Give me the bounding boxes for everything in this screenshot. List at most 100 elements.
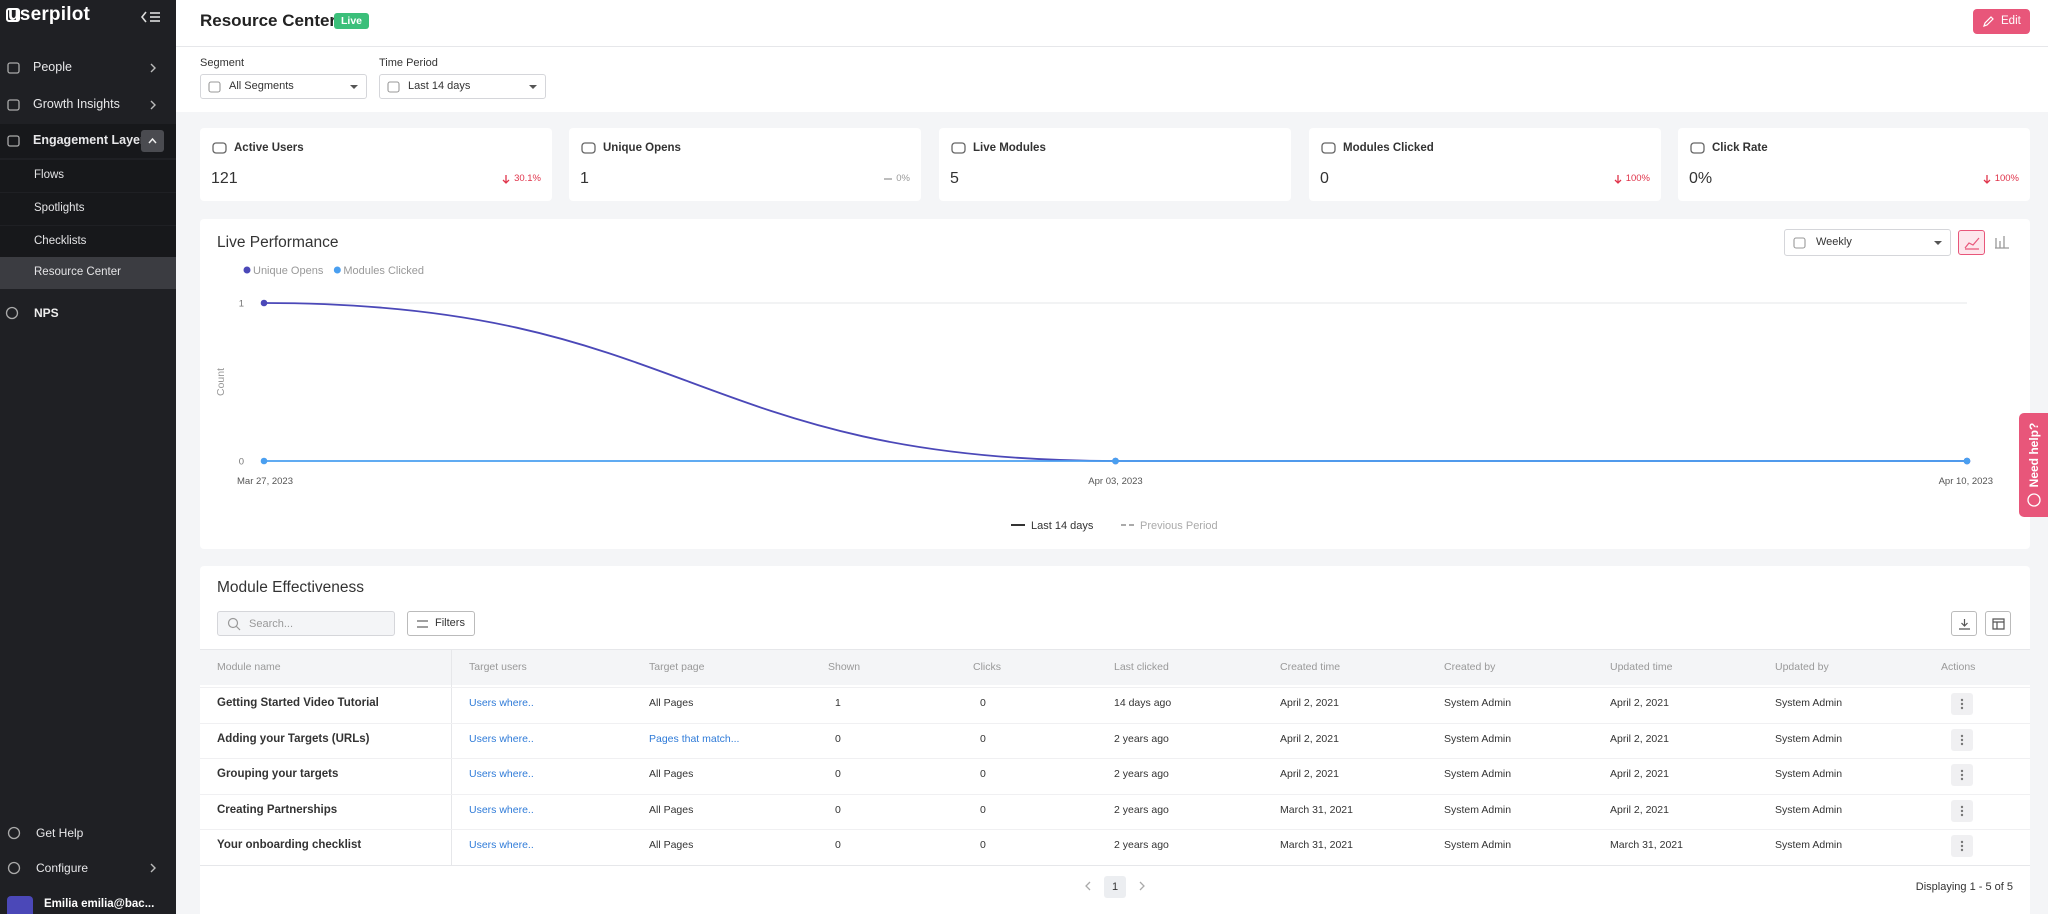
kpi-value: 0% bbox=[1689, 170, 1713, 187]
bar-view-button[interactable] bbox=[1988, 230, 2015, 255]
actions-button[interactable] bbox=[1951, 729, 1973, 751]
filters-button[interactable]: Filters bbox=[407, 611, 475, 636]
kpi-value: 0 bbox=[1320, 170, 1329, 187]
download-button[interactable] bbox=[1951, 611, 1977, 636]
column-header: Target users bbox=[469, 661, 527, 673]
table-cell: April 2, 2021 bbox=[1280, 768, 1339, 780]
nav-icon bbox=[7, 99, 20, 111]
table-cell: 0 bbox=[980, 697, 986, 709]
subnav-item[interactable]: Checklists bbox=[0, 226, 176, 258]
line-view-button[interactable] bbox=[1958, 230, 1985, 255]
page-number[interactable]: 1 bbox=[1104, 876, 1126, 898]
button-icon-shape bbox=[1959, 619, 1970, 630]
chevron-right bbox=[150, 863, 156, 873]
chart-title: Live Performance bbox=[217, 234, 339, 251]
nav-icon-shape bbox=[7, 135, 20, 147]
footer-item[interactable]: Get Help bbox=[0, 817, 176, 849]
nav-item[interactable]: NPS bbox=[0, 296, 176, 330]
nav-icon bbox=[7, 62, 20, 74]
footer-label: Get Help bbox=[36, 826, 84, 840]
kpi-card: Unique Opens 1 0% bbox=[569, 128, 921, 201]
kebab-dot bbox=[1960, 738, 1964, 742]
actions-button[interactable] bbox=[1951, 835, 1973, 857]
table-cell: 0 bbox=[835, 768, 841, 780]
nav-icon-shape bbox=[7, 62, 20, 74]
y-tick-label: 1 bbox=[239, 299, 244, 310]
filter-dropdown[interactable]: All Segments bbox=[200, 74, 367, 99]
kebab-dot bbox=[1960, 840, 1964, 844]
kpi-icon bbox=[1321, 142, 1336, 154]
kebab-dot bbox=[1960, 844, 1964, 848]
column-header: Created time bbox=[1280, 661, 1341, 673]
actions-button[interactable] bbox=[1951, 764, 1973, 786]
subnav-item[interactable]: Spotlights bbox=[0, 193, 176, 225]
table-cell: March 31, 2021 bbox=[1280, 804, 1353, 816]
table-cell: 0 bbox=[980, 804, 986, 816]
footer-item[interactable]: Configure bbox=[0, 852, 176, 884]
actions-button[interactable] bbox=[1951, 693, 1973, 715]
cell-link[interactable]: Pages that match... bbox=[649, 733, 740, 745]
subnav-item[interactable]: Resource Center bbox=[0, 257, 176, 289]
kebab-dot bbox=[1960, 769, 1964, 773]
next-page bbox=[1139, 881, 1145, 891]
period-label: Last 14 days bbox=[1031, 520, 1094, 532]
column-header: Module name bbox=[217, 661, 281, 673]
page-title: Resource Center bbox=[200, 11, 337, 30]
edit-button[interactable]: Edit bbox=[1973, 9, 2030, 34]
search-shape bbox=[227, 617, 239, 629]
chevron-right bbox=[150, 100, 156, 110]
search-handle bbox=[236, 626, 241, 631]
bar-view-shape bbox=[1995, 236, 2009, 249]
subnav-item[interactable]: Flows bbox=[0, 160, 176, 192]
user[interactable]: Emilia emilia@bac... bbox=[0, 892, 176, 914]
table-cell: 14 days ago bbox=[1114, 697, 1172, 709]
help-label: Need help? bbox=[2027, 423, 2041, 488]
footer-icon bbox=[7, 861, 21, 875]
table-cell: March 31, 2021 bbox=[1280, 839, 1353, 851]
cell-link[interactable]: Users where.. bbox=[469, 804, 534, 816]
table-cell: 2 years ago bbox=[1114, 804, 1169, 816]
column-header: Last clicked bbox=[1114, 661, 1169, 673]
pencil bbox=[1983, 16, 1994, 27]
nav-item[interactable]: Growth Insights bbox=[0, 88, 176, 122]
header-border bbox=[176, 46, 2048, 47]
table-cell: All Pages bbox=[649, 768, 694, 780]
kpi-icon-shape bbox=[212, 142, 227, 154]
collapse-icon bbox=[140, 11, 160, 23]
kpi-card: Modules Clicked 0 100% bbox=[1309, 128, 1661, 201]
nav-toggle[interactable] bbox=[141, 130, 164, 152]
help-tab[interactable]: Need help? bbox=[2019, 413, 2048, 517]
columns-button[interactable] bbox=[1985, 611, 2011, 636]
actions-button[interactable] bbox=[1951, 800, 1973, 822]
cell-link[interactable]: Users where.. bbox=[469, 697, 534, 709]
table-cell: April 2, 2021 bbox=[1610, 733, 1669, 745]
cell-link[interactable]: Users where.. bbox=[469, 733, 534, 745]
chevron bbox=[150, 100, 156, 110]
cell-link[interactable]: Users where.. bbox=[469, 839, 534, 851]
table-cell: System Admin bbox=[1444, 839, 1512, 851]
table-cell: System Admin bbox=[1444, 804, 1512, 816]
nav-item[interactable]: Engagement Layer bbox=[0, 124, 176, 158]
prev-page bbox=[1085, 881, 1091, 891]
table-cell: System Admin bbox=[1444, 768, 1512, 780]
sidebar: userpilot People Growth Insights Engagement… bbox=[0, 0, 176, 914]
table-cell: Creating Partnerships bbox=[217, 804, 338, 816]
x-tick-label: Apr 03, 2023 bbox=[1088, 476, 1142, 487]
kebab-dot bbox=[1960, 848, 1964, 852]
table-cell: 0 bbox=[980, 768, 986, 780]
search-box[interactable]: Search... bbox=[217, 611, 395, 636]
nav-item[interactable]: People bbox=[0, 51, 176, 85]
cell-link[interactable]: Users where.. bbox=[469, 768, 534, 780]
button-icon bbox=[1959, 619, 1970, 630]
chart-card: Live Performance Weekly Unique Opens Module… bbox=[200, 219, 2030, 549]
kpi-label: Active Users bbox=[234, 142, 304, 154]
edit-icon bbox=[1983, 16, 1994, 27]
table-cell: Adding your Targets (URLs) bbox=[217, 733, 370, 745]
period-label: Previous Period bbox=[1140, 520, 1218, 532]
filter-dropdown[interactable]: Last 14 days bbox=[379, 74, 546, 99]
table-title: Module Effectiveness bbox=[217, 579, 365, 596]
footer-icon bbox=[7, 826, 21, 840]
kpi-icon-shape bbox=[581, 142, 596, 154]
interval-dropdown[interactable]: Weekly bbox=[1784, 229, 1951, 256]
table-cell: System Admin bbox=[1444, 697, 1512, 709]
